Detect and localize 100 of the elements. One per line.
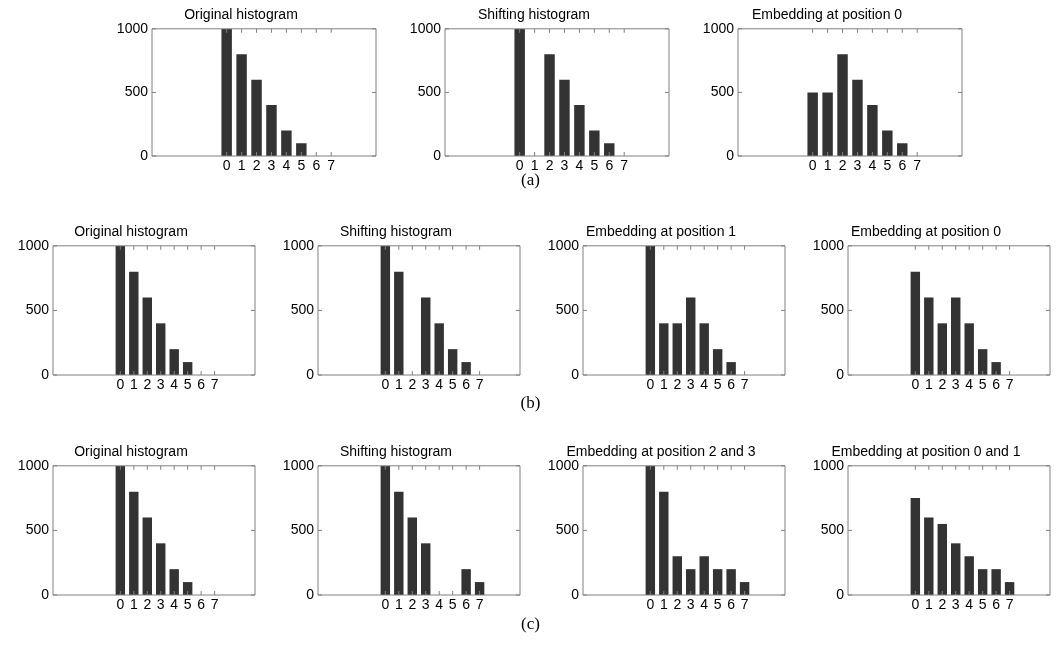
- x-tick-label: 6: [462, 596, 471, 613]
- x-tick-label: 2: [938, 596, 947, 613]
- bar: [394, 491, 404, 595]
- x-tick-label: 0: [911, 376, 920, 393]
- x-tick-label: 4: [282, 157, 291, 174]
- x-tick-label: 7: [913, 157, 922, 174]
- x-tick-label: 2: [408, 376, 417, 393]
- x-tick-label: 5: [297, 157, 306, 174]
- x-tick-label: 3: [156, 376, 165, 393]
- y-tick-label: 500: [710, 83, 735, 100]
- bar: [852, 79, 863, 156]
- bar: [991, 362, 1001, 375]
- bar: [951, 297, 961, 375]
- x-tick-label: 6: [197, 596, 206, 613]
- bar: [964, 323, 974, 375]
- x-tick-label: 7: [210, 596, 219, 613]
- x-tick-label: 0: [646, 376, 655, 393]
- x-tick-label: 3: [267, 157, 276, 174]
- bar: [659, 323, 669, 375]
- x-tick-label: 0: [222, 157, 231, 174]
- bar: [937, 523, 947, 595]
- chart-title: Original histogram: [184, 6, 298, 23]
- bar: [659, 491, 669, 595]
- x-tick-label: 2: [545, 157, 554, 174]
- x-tick-label: 7: [1005, 376, 1014, 393]
- x-tick-label: 0: [911, 596, 920, 613]
- x-tick-label: 5: [183, 376, 192, 393]
- y-tick-label: 1000: [282, 236, 315, 253]
- x-tick-label: 4: [435, 376, 444, 393]
- bar: [672, 556, 682, 595]
- x-tick-label: 2: [673, 376, 682, 393]
- bar: [807, 92, 818, 156]
- chart-title: Embedding at position 0: [850, 223, 1002, 240]
- x-tick-label: 4: [575, 157, 584, 174]
- bar: [964, 556, 974, 595]
- x-tick-label: 6: [992, 596, 1001, 613]
- bar: [882, 130, 893, 156]
- bar: [686, 297, 696, 375]
- y-tick-label: 500: [290, 521, 315, 538]
- x-tick-label: 1: [394, 376, 403, 393]
- x-tick-label: 6: [898, 157, 907, 174]
- chart-title: Embedding at position 0: [751, 6, 903, 23]
- bar: [142, 517, 152, 595]
- y-tick-label: 1000: [17, 236, 50, 253]
- bar: [589, 130, 600, 156]
- x-tick-label: 6: [992, 376, 1001, 393]
- chart-title: Shifting histogram: [339, 223, 453, 240]
- x-tick-label: 5: [978, 596, 987, 613]
- y-tick-label: 500: [124, 83, 149, 100]
- x-tick-label: 3: [156, 596, 165, 613]
- x-tick-label: 2: [143, 596, 152, 613]
- y-tick-label: 1000: [409, 19, 442, 36]
- y-tick-label: 500: [417, 83, 442, 100]
- x-tick-label: 3: [686, 376, 695, 393]
- chart-title: Shifting histogram: [477, 6, 591, 23]
- bar: [951, 543, 961, 595]
- chart-title: Original histogram: [74, 223, 188, 240]
- x-tick-label: 1: [823, 157, 832, 174]
- bar: [281, 130, 292, 156]
- x-tick-label: 4: [435, 596, 444, 613]
- y-tick-label: 0: [571, 585, 580, 602]
- bar: [421, 297, 431, 375]
- bar: [461, 569, 471, 595]
- bar: [296, 143, 307, 156]
- bar: [221, 28, 232, 156]
- bar: [822, 92, 833, 156]
- y-tick-label: 500: [555, 521, 580, 538]
- bar: [142, 297, 152, 375]
- x-tick-label: 5: [590, 157, 599, 174]
- bar: [672, 323, 682, 375]
- y-tick-label: 0: [306, 365, 315, 382]
- bar: [380, 245, 391, 375]
- x-tick-label: 2: [838, 157, 847, 174]
- y-tick-label: 0: [41, 365, 50, 382]
- bar: [645, 465, 656, 595]
- x-tick-label: 5: [713, 376, 722, 393]
- bar: [407, 517, 417, 595]
- x-tick-label: 5: [883, 157, 892, 174]
- bar: [924, 297, 934, 375]
- bar: [726, 569, 736, 595]
- y-tick-label: 1000: [547, 236, 580, 253]
- x-tick-label: 3: [951, 376, 960, 393]
- x-tick-label: 7: [1005, 596, 1014, 613]
- x-tick-label: 2: [938, 376, 947, 393]
- bar: [434, 323, 444, 375]
- bar: [726, 362, 736, 375]
- x-tick-label: 2: [252, 157, 261, 174]
- x-tick-label: 4: [868, 157, 877, 174]
- bar: [115, 465, 126, 595]
- x-tick-label: 1: [237, 157, 246, 174]
- y-tick-label: 500: [25, 301, 50, 318]
- x-tick-label: 5: [448, 596, 457, 613]
- y-tick-label: 0: [726, 146, 735, 163]
- bar: [156, 323, 166, 375]
- x-tick-label: 3: [951, 596, 960, 613]
- bar: [129, 271, 139, 375]
- x-tick-label: 3: [421, 376, 430, 393]
- chart-title: Embedding at position 1: [585, 223, 737, 240]
- x-tick-label: 6: [727, 596, 736, 613]
- y-tick-label: 0: [433, 146, 442, 163]
